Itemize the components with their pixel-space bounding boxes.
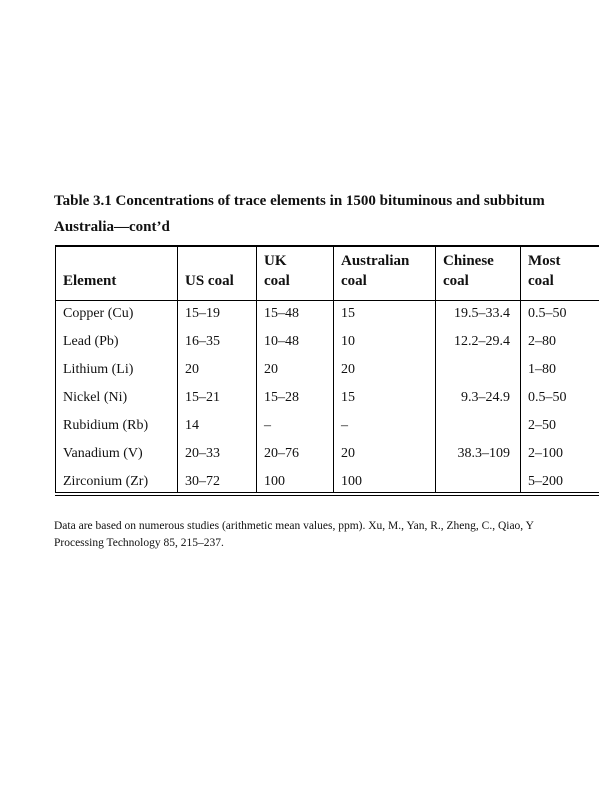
table-cell: 15–28 — [264, 390, 299, 405]
table-cell: 1–80 — [528, 362, 556, 377]
table-cell: 19.5–33.4 — [454, 306, 510, 321]
table-cell: 20–76 — [264, 446, 299, 461]
column-header: coal — [528, 273, 554, 289]
table-cell: 15–21 — [185, 390, 220, 405]
table-cell: 38.3–109 — [457, 446, 511, 461]
column-header: US coal — [185, 273, 234, 289]
column-header: Most — [528, 253, 561, 269]
table-caption-cont: Australia—cont’d — [54, 219, 170, 235]
table-cell: – — [264, 418, 271, 433]
column-header: Chinese — [443, 253, 494, 269]
footnote: Data are based on numerous studies (arit… — [54, 520, 534, 532]
table-cell: – — [341, 418, 348, 433]
column-header: Australian — [341, 253, 410, 269]
table-cell: 20 — [341, 446, 355, 461]
table-cell: 15–19 — [185, 306, 220, 321]
table-cell: 0.5–50 — [528, 390, 567, 405]
column-rule — [256, 245, 257, 492]
column-rule — [55, 245, 56, 492]
table-cell: 30–72 — [185, 474, 220, 489]
column-header: Element — [63, 273, 117, 289]
table-cell: 12.2–29.4 — [454, 334, 510, 349]
table-cell: 2–100 — [528, 446, 563, 461]
rule — [55, 492, 599, 493]
table-cell: Lithium (Li) — [63, 362, 134, 377]
column-rule — [435, 245, 436, 492]
table-cell: Zirconium (Zr) — [63, 474, 149, 489]
table-cell: Vanadium (V) — [63, 446, 143, 461]
column-header: coal — [264, 273, 290, 289]
table-cell: 100 — [264, 474, 285, 489]
table-cell: 10 — [341, 334, 355, 349]
table-cell: 20 — [341, 362, 355, 377]
table-cell: 2–80 — [528, 334, 556, 349]
table-cell: 100 — [341, 474, 362, 489]
table-cell: 20 — [264, 362, 278, 377]
column-rule — [520, 245, 521, 492]
column-rule — [333, 245, 334, 492]
column-header: UK — [264, 253, 287, 269]
table-cell: 2–50 — [528, 418, 556, 433]
table-cell: 20 — [185, 362, 199, 377]
table-caption: Table 3.1 Concentrations of trace elemen… — [54, 193, 545, 209]
table-cell: Copper (Cu) — [63, 306, 134, 321]
table-cell: 9.3–24.9 — [461, 390, 510, 405]
column-header: coal — [443, 273, 469, 289]
table-cell: Lead (Pb) — [63, 334, 119, 349]
table-cell: 0.5–50 — [528, 306, 567, 321]
rule — [55, 495, 599, 496]
table-cell: 14 — [185, 418, 199, 433]
rule — [55, 300, 599, 301]
column-rule — [177, 245, 178, 492]
table-cell: 15–48 — [264, 306, 299, 321]
table-cell: Nickel (Ni) — [63, 390, 128, 405]
table-cell: 20–33 — [185, 446, 220, 461]
table-cell: 5–200 — [528, 474, 563, 489]
table-cell: 10–48 — [264, 334, 299, 349]
table-cell: 15 — [341, 306, 355, 321]
column-header: coal — [341, 273, 367, 289]
table-cell: 15 — [341, 390, 355, 405]
rule — [55, 245, 599, 247]
footnote: Processing Technology 85, 215–237. — [54, 537, 224, 549]
table-cell: 16–35 — [185, 334, 220, 349]
table-cell: Rubidium (Rb) — [63, 418, 149, 433]
